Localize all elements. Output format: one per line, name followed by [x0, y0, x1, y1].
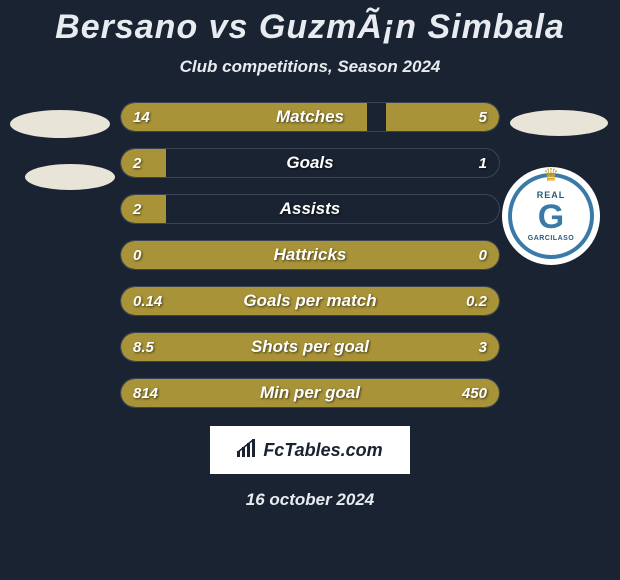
stat-label: Hattricks [121, 241, 499, 269]
club-logo-bottom-text: GARCILASO [528, 235, 575, 242]
stat-row: 14Matches5 [120, 102, 500, 132]
club-logo-letter: G [538, 202, 564, 233]
stat-value-right: 1 [479, 149, 487, 177]
stat-row: 814Min per goal450 [120, 378, 500, 408]
stat-row: 0.14Goals per match0.2 [120, 286, 500, 316]
stat-label: Goals per match [121, 287, 499, 315]
comparison-chart: ♛ REAL G GARCILASO 14Matches5 2Goals1 2Ass… [0, 102, 620, 408]
player1-badge-2 [25, 164, 115, 190]
stat-label: Goals [121, 149, 499, 177]
stat-label: Shots per goal [121, 333, 499, 361]
stat-row: 8.5Shots per goal3 [120, 332, 500, 362]
page-subtitle: Club competitions, Season 2024 [0, 57, 620, 77]
footer-date: 16 october 2024 [0, 490, 620, 510]
stat-row: 2Assists [120, 194, 500, 224]
stat-label: Assists [121, 195, 499, 223]
chart-icon [237, 439, 259, 462]
stat-value-right: 0.2 [466, 287, 487, 315]
stat-row: 0Hattricks0 [120, 240, 500, 270]
stat-value-right: 3 [479, 333, 487, 361]
stat-row: 2Goals1 [120, 148, 500, 178]
footer-brand: FcTables.com [210, 426, 410, 474]
stat-value-right: 450 [462, 379, 487, 407]
page-title: Bersano vs GuzmÃ¡n Simbala [0, 0, 620, 47]
stat-label: Min per goal [121, 379, 499, 407]
club-logo: ♛ REAL G GARCILASO [502, 167, 600, 265]
stat-value-right: 5 [479, 103, 487, 131]
footer-brand-text: FcTables.com [263, 440, 382, 461]
player1-badge-1 [10, 110, 110, 138]
stat-label: Matches [121, 103, 499, 131]
player2-badge-1 [510, 110, 608, 136]
stat-bars: 14Matches5 2Goals1 2Assists 0Hattricks0 0.14… [120, 102, 500, 408]
crown-icon: ♛ [543, 165, 559, 186]
stat-value-right: 0 [479, 241, 487, 269]
